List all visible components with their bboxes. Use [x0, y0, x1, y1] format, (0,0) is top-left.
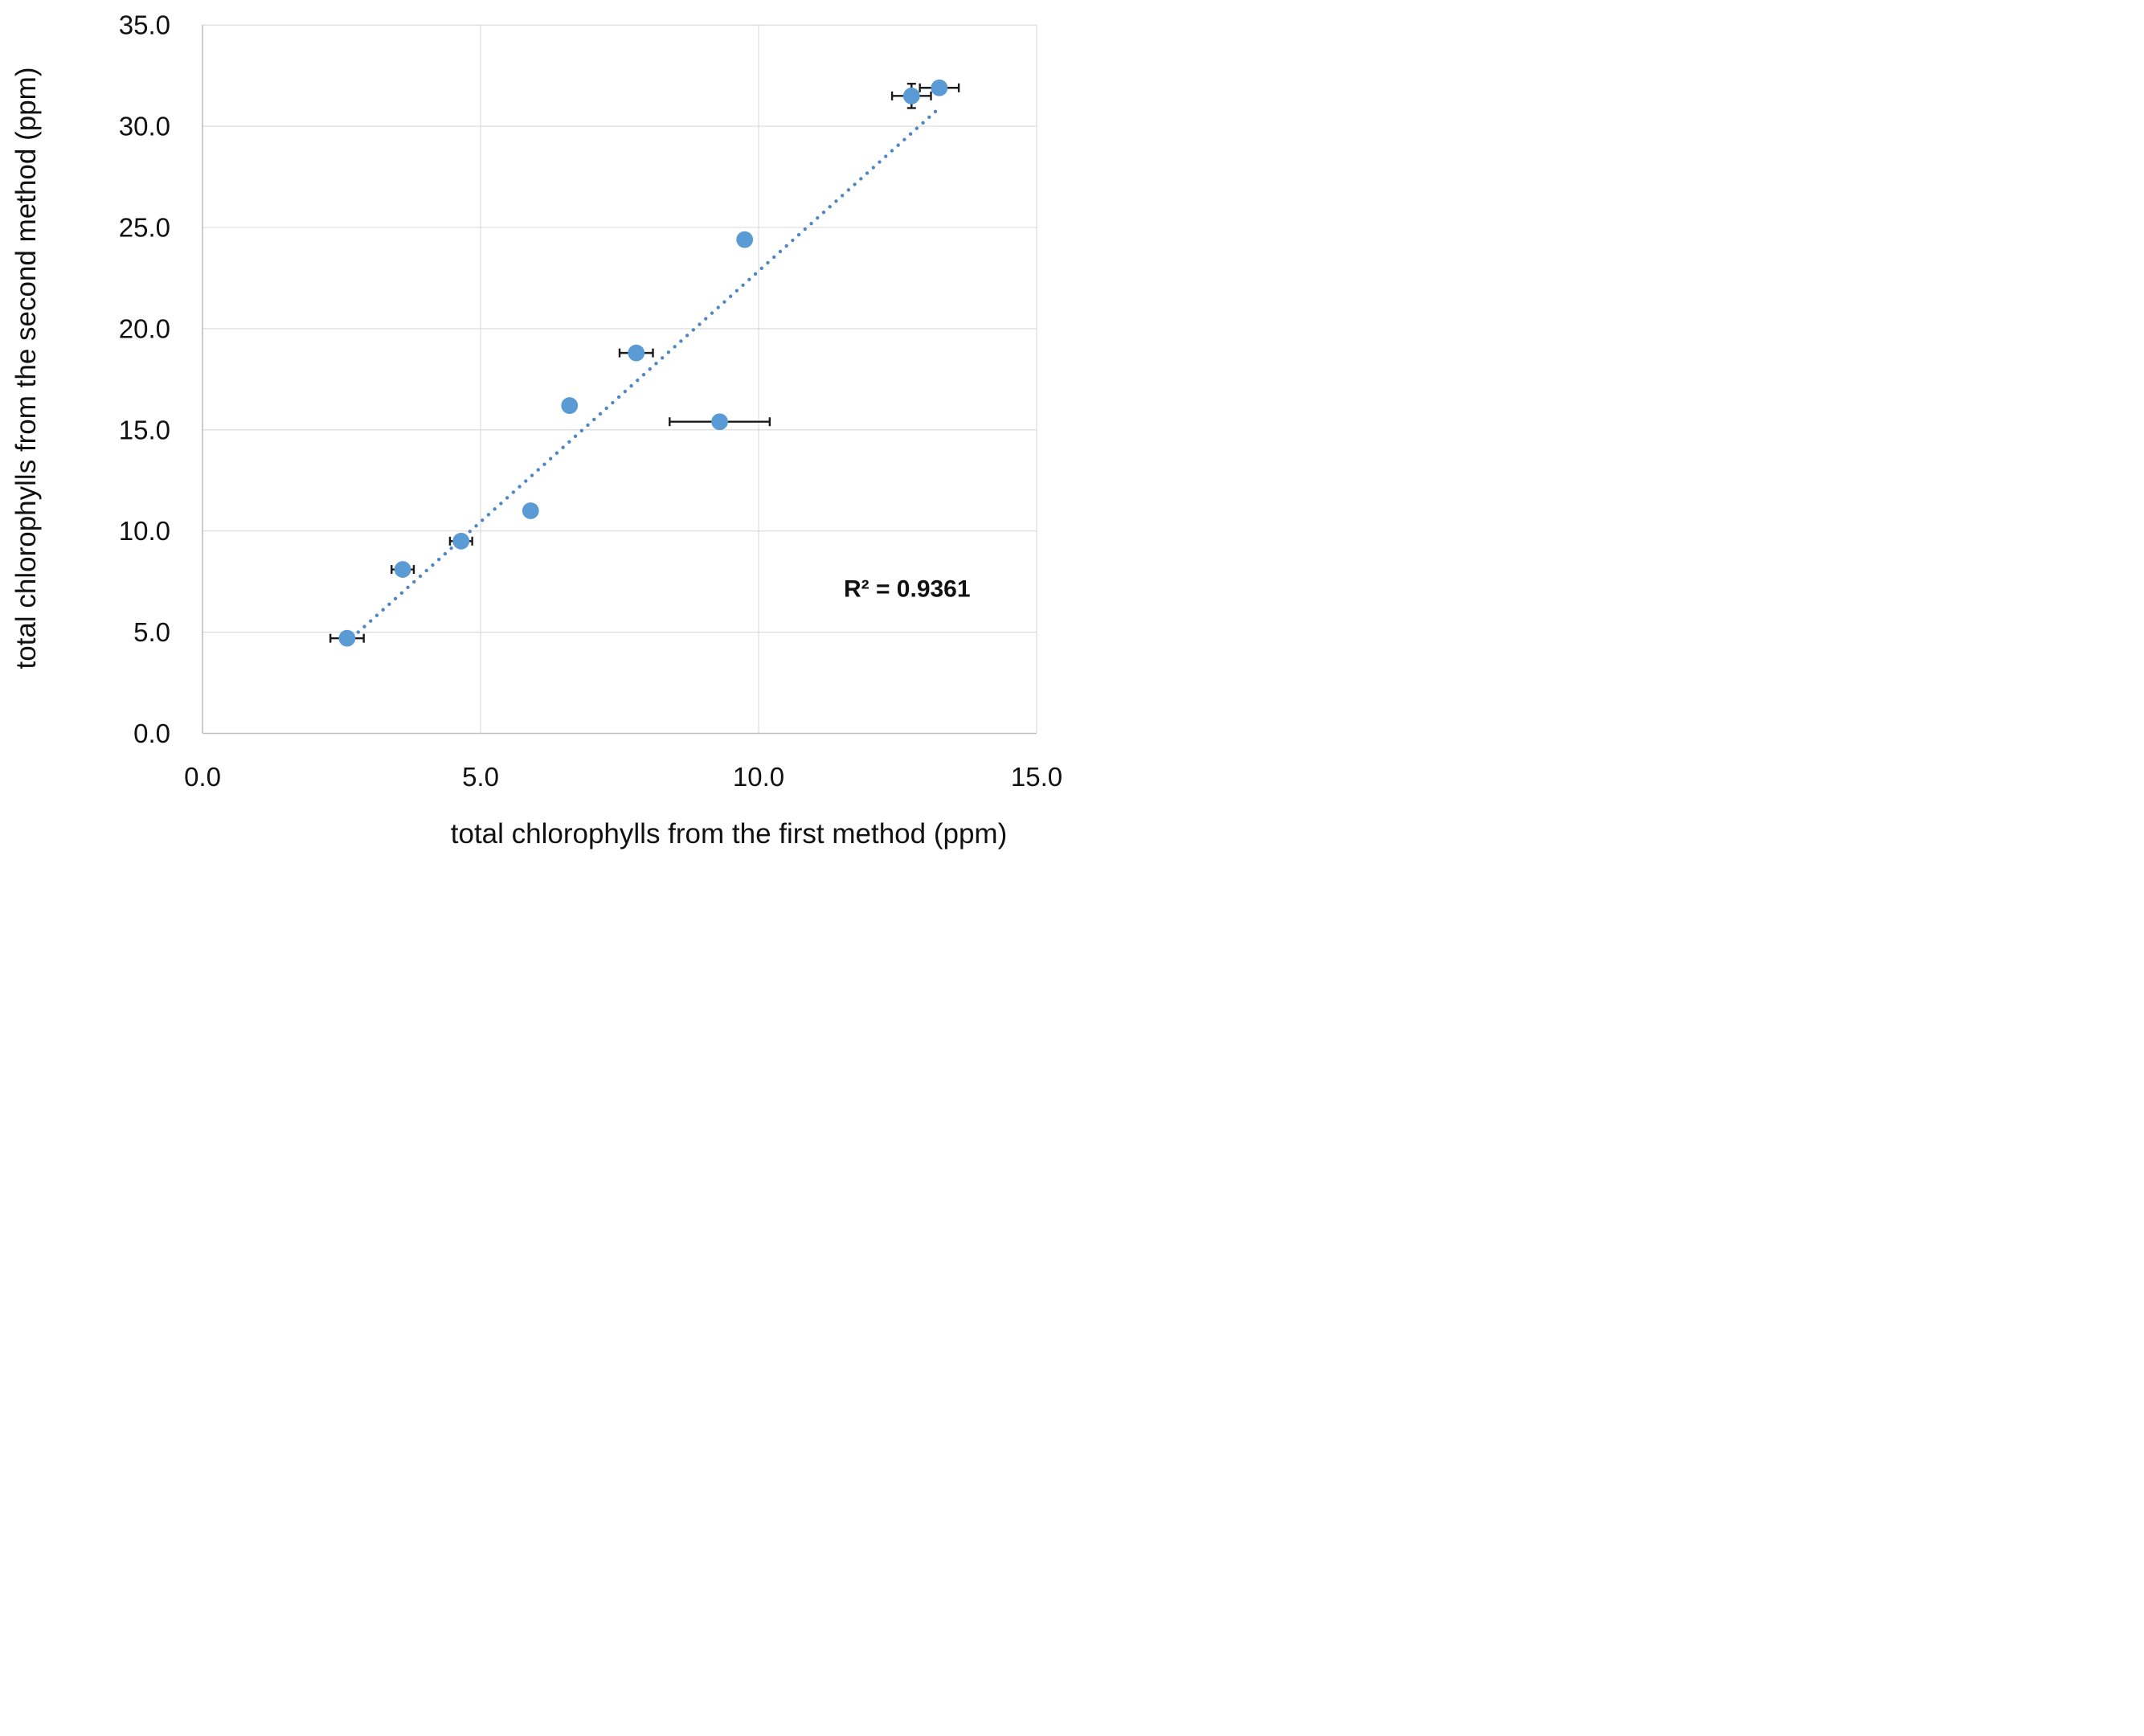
data-point — [736, 231, 754, 248]
x-axis-title: total chlorophylls from the first method… — [451, 818, 1007, 850]
y-tick-label: 35.0 — [119, 10, 170, 40]
scatter-chart-figure: 0.0 5.0 10.0 15.0 20.0 25.0 30.0 35.0 0.0 5.0 10.… — [0, 0, 1072, 868]
y-tick-label: 25.0 — [119, 213, 170, 243]
x-tick-label: 5.0 — [462, 762, 499, 792]
trendline-group — [356, 106, 942, 634]
gridlines — [202, 24, 1037, 735]
y-tick-label: 30.0 — [119, 112, 170, 141]
data-point — [711, 413, 728, 431]
r-squared-annotation: R² = 0.9361 — [844, 575, 971, 602]
error-bars — [329, 83, 960, 643]
data-point — [561, 397, 579, 414]
y-tick-label: 0.0 — [133, 719, 170, 748]
y-tick-label: 5.0 — [133, 617, 170, 647]
data-point — [522, 502, 539, 519]
x-tick-label: 15.0 — [1011, 762, 1062, 792]
y-tick-label: 20.0 — [119, 313, 170, 343]
x-tick-label: 10.0 — [733, 762, 784, 792]
data-point — [902, 87, 920, 104]
data-point — [931, 79, 948, 96]
chart-svg: 0.0 5.0 10.0 15.0 20.0 25.0 30.0 35.0 0.0 5.0 10.… — [10, 10, 1062, 850]
data-point — [452, 532, 470, 550]
data-point — [338, 629, 356, 647]
y-tick-labels: 0.0 5.0 10.0 15.0 20.0 25.0 30.0 35.0 — [119, 10, 170, 748]
y-axis-title: total chlorophylls from the second metho… — [10, 68, 42, 669]
y-tick-label: 15.0 — [119, 415, 170, 444]
data-point — [628, 344, 645, 362]
x-tick-labels: 0.0 5.0 10.0 15.0 — [184, 762, 1062, 792]
trendline — [356, 106, 942, 634]
y-tick-label: 10.0 — [119, 516, 170, 546]
data-points — [338, 79, 948, 647]
data-point — [394, 561, 411, 578]
x-tick-label: 0.0 — [184, 762, 221, 792]
